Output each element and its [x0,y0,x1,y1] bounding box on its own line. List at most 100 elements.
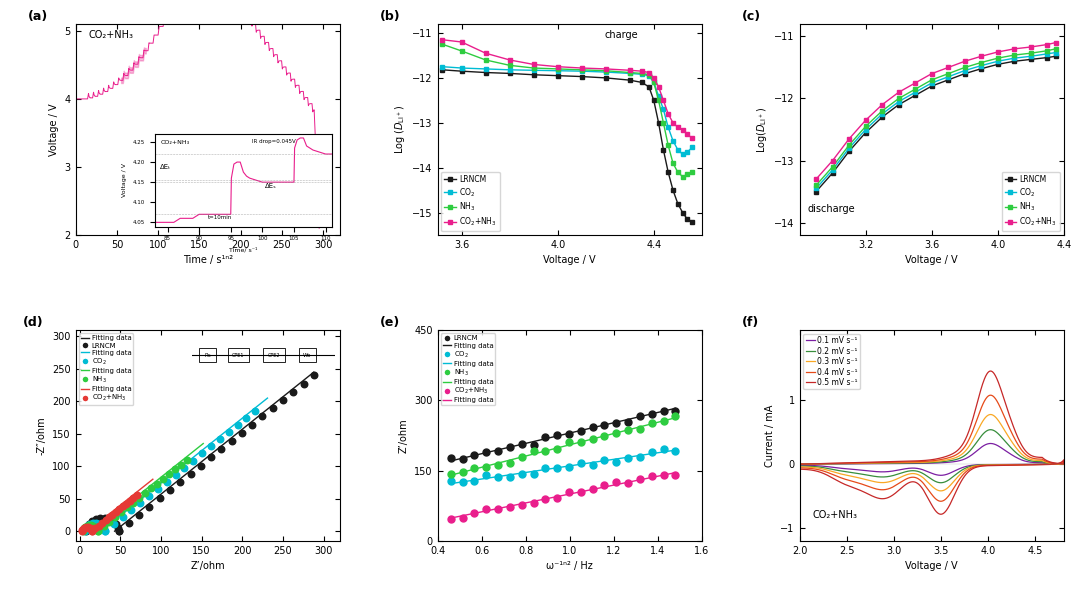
0.4 mV s⁻¹ [793,460,806,468]
Point [192,461,210,471]
Point [100,514,118,524]
0.1 mV s⁻¹ [882,460,895,467]
Line: NH$_3$: NH$_3$ [814,47,1057,188]
0.5 mV s⁻¹ [1023,451,1036,458]
NH$_3$ [991,55,1004,62]
CO$_2$ [1008,55,1021,62]
Point [572,437,590,447]
0.4 mV s⁻¹ [1023,453,1036,460]
CO$_2$+NH$_3$ [1041,41,1054,48]
Point [75,526,92,536]
Y-axis label: Log ($D_{\mathrm{Li}^+}$): Log ($D_{\mathrm{Li}^+}$) [393,105,407,154]
0.5 mV s⁻¹ [1032,461,1045,468]
Point [596,431,613,441]
NH$_3$ [480,56,492,64]
Point [96,524,113,534]
Point [525,498,542,508]
Point [654,406,672,415]
NH$_3$ [975,59,988,66]
NH$_3$ [635,70,648,77]
Point [608,457,625,466]
0.5 mV s⁻¹ [793,460,806,468]
0.2 mV s⁻¹ [863,460,876,467]
0.2 mV s⁻¹ [984,426,997,433]
Point [202,442,219,451]
CO$_2$ [623,70,636,77]
Point [213,444,230,454]
Point [549,463,566,473]
Legend: 0.1 mV s⁻¹, 0.2 mV s⁻¹, 0.3 mV s⁻¹, 0.4 mV s⁻¹, 0.5 mV s⁻¹: 0.1 mV s⁻¹, 0.2 mV s⁻¹, 0.3 mV s⁻¹, 0.4 … [804,334,860,389]
Point [86,522,104,531]
Point [80,520,97,530]
CO$_2$ [1041,50,1054,58]
Point [81,523,98,533]
CO$_2$+NH$_3$ [991,48,1004,55]
Text: CO₂+NH₃: CO₂+NH₃ [89,31,134,40]
LRNCM [576,73,589,80]
Point [107,512,124,522]
Point [109,523,126,532]
Point [572,487,590,497]
Point [477,471,495,480]
LRNCM [599,75,612,82]
CO$_2$+NH$_3$ [647,75,660,82]
CO$_2$ [503,66,516,73]
Point [501,472,518,481]
CO$_2$ [958,67,971,74]
0.3 mV s⁻¹ [863,460,876,467]
Point [92,513,109,523]
LRNCM [480,69,492,76]
Text: (c): (c) [742,10,760,23]
NH$_3$ [842,141,855,148]
0.5 mV s⁻¹ [882,458,895,465]
0.2 mV s⁻¹ [1023,457,1036,464]
CO$_2$ [860,126,873,133]
NH$_3$ [908,85,921,93]
LRNCM [635,79,648,86]
Point [233,428,251,438]
Point [127,490,145,500]
LRNCM [551,72,564,79]
CO$_2$ [991,58,1004,65]
Point [537,463,554,473]
0.2 mV s⁻¹ [1043,461,1056,468]
NH$_3$ [652,97,665,104]
CO$_2$+NH$_3$ [551,63,564,70]
NH$_3$ [942,70,955,78]
0.5 mV s⁻¹ [984,367,997,374]
Point [584,484,602,494]
Text: (f): (f) [742,316,758,329]
NH$_3$ [672,168,685,175]
Point [229,420,246,430]
Point [124,493,141,503]
CO$_2$ [551,67,564,75]
LRNCM [647,97,660,104]
LRNCM [942,76,955,84]
Line: 0.1 mV s⁻¹: 0.1 mV s⁻¹ [799,444,1064,475]
Y-axis label: Current / mA: Current / mA [765,404,775,466]
Point [632,453,649,462]
Line: CO$_2$+NH$_3$: CO$_2$+NH$_3$ [814,41,1057,182]
Point [83,520,100,530]
Point [561,462,578,472]
CO$_2$ [436,63,449,70]
CO$_2$ [876,111,889,118]
Point [185,456,202,465]
CO$_2$ [657,106,670,113]
NH$_3$ [680,171,693,178]
Point [222,436,240,446]
0.5 mV s⁻¹ [793,466,806,473]
CO$_2$ [826,166,839,174]
0.3 mV s⁻¹ [1032,461,1045,468]
NH$_3$ [647,79,660,86]
Text: (b): (b) [379,10,400,23]
Point [608,418,625,427]
Point [193,449,211,459]
Point [81,520,98,530]
LRNCM [1024,56,1037,63]
CO$_2$ [647,79,660,86]
Point [489,461,507,471]
Point [161,486,178,495]
Point [561,430,578,439]
LRNCM [436,66,449,73]
